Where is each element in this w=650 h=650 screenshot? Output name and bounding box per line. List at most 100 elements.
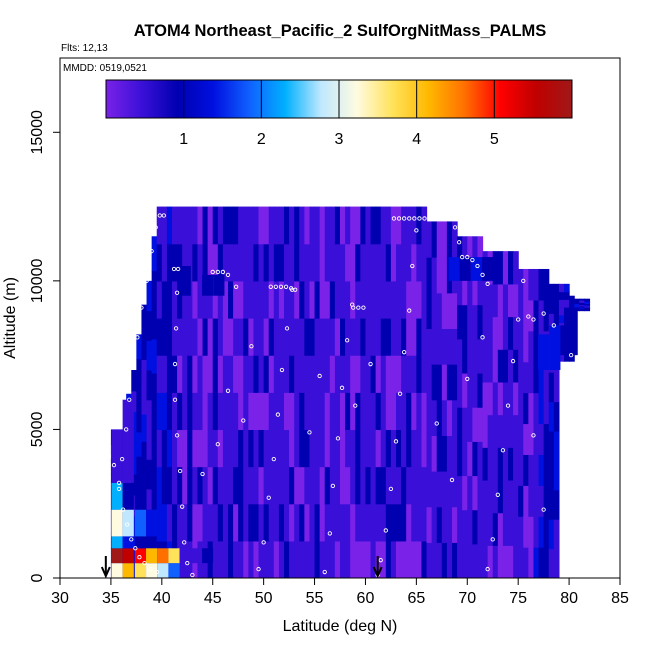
heatmap-cell — [396, 206, 402, 245]
heatmap-cell — [197, 392, 204, 431]
heatmap-cell — [151, 338, 158, 374]
flight-point — [442, 216, 448, 221]
heatmap-cell — [390, 540, 397, 578]
heatmap-cell — [177, 355, 183, 393]
flight-point — [401, 350, 407, 355]
heatmap-cell — [273, 466, 280, 505]
heatmap-cell — [122, 536, 134, 549]
colorbar-tick-label: 3 — [335, 131, 344, 148]
heatmap-cell — [314, 280, 321, 319]
flight-point — [278, 284, 284, 289]
heatmap-cell — [560, 325, 572, 356]
heatmap-cell — [278, 466, 285, 505]
flight-point — [142, 560, 147, 566]
heatmap-cell — [319, 206, 326, 245]
heatmap-cell — [513, 251, 519, 285]
x-tick-label: 65 — [407, 590, 425, 607]
heatmap-cell — [406, 503, 412, 542]
heatmap-cell — [161, 280, 168, 319]
heatmap-cell — [401, 206, 407, 245]
heatmap-cell — [294, 243, 300, 282]
heatmap-cell — [238, 503, 244, 542]
heatmap-cell — [452, 364, 458, 401]
heatmap-cell — [314, 318, 321, 356]
heatmap-cell — [263, 318, 270, 356]
heatmap-cell — [467, 236, 473, 272]
heatmap-cell — [166, 280, 173, 319]
heatmap-cell — [426, 328, 433, 365]
heatmap-cell — [543, 516, 550, 548]
heatmap-cell — [487, 447, 494, 481]
heatmap-cell — [426, 471, 433, 508]
flight-point — [361, 305, 366, 310]
heatmap-cell — [457, 304, 463, 340]
heatmap-cell — [294, 355, 300, 393]
heatmap-cell — [396, 466, 402, 505]
heatmap-cell — [177, 318, 183, 356]
heatmap-cell — [538, 423, 545, 455]
colorbar: 1 2 3 4 5 — [105, 79, 573, 148]
heatmap-cell — [187, 429, 193, 468]
heatmap-cell — [380, 540, 387, 578]
heatmap-cell — [334, 466, 341, 505]
heatmap-cell — [172, 466, 178, 505]
heatmap-cell — [401, 540, 407, 578]
heatmap-cell — [309, 540, 316, 578]
heatmap-cell — [161, 503, 168, 542]
heatmap-cell — [523, 330, 529, 363]
heatmap-cell — [345, 355, 351, 393]
flight-point — [335, 436, 341, 441]
heatmap-cell — [584, 299, 591, 302]
heatmap-cell — [141, 304, 148, 333]
heatmap-cell — [446, 399, 453, 436]
heatmap-cell — [477, 509, 484, 545]
flight-point — [397, 391, 403, 396]
heatmap-cell — [401, 243, 407, 282]
heatmap-cell — [421, 503, 428, 542]
heatmap-cell — [518, 361, 524, 394]
heatmap-cell — [569, 354, 575, 362]
heatmap-cell — [406, 355, 412, 393]
heatmap-cell — [212, 355, 219, 393]
heatmap-cell — [370, 318, 377, 356]
heatmap-cell — [324, 280, 331, 319]
heatmap-cell — [482, 316, 489, 350]
heatmap-cell — [334, 540, 341, 578]
flight-point — [268, 284, 273, 289]
heatmap-cell — [304, 355, 311, 393]
flight-point — [563, 501, 569, 506]
heatmap-cell — [273, 503, 280, 542]
heatmap-cell — [390, 206, 397, 245]
flight-point — [111, 462, 117, 468]
heatmap-cell — [467, 338, 473, 374]
heatmap-cell — [579, 305, 585, 308]
heatmap-cell — [207, 466, 214, 505]
x-axis-label: Latitude (deg N) — [283, 618, 398, 635]
heatmap-cell — [228, 243, 234, 282]
heatmap-cell — [411, 466, 417, 505]
heatmap-cell — [482, 283, 489, 318]
heatmap-cell — [151, 407, 158, 442]
heatmap-cell — [212, 243, 219, 282]
heatmap-cell — [508, 545, 514, 578]
heatmap-cell — [390, 355, 397, 393]
heatmap-cell — [553, 372, 560, 403]
heatmap-cell — [502, 316, 509, 350]
heatmap-cell — [416, 318, 423, 356]
flight-point — [271, 456, 276, 462]
heatmap-cell — [365, 466, 372, 505]
heatmap-cell — [345, 392, 351, 431]
y-tick-label: 5000 — [29, 412, 46, 448]
heatmap-cell — [182, 503, 188, 542]
flight-point — [322, 569, 327, 575]
colorbar-tick-label: 1 — [179, 131, 188, 148]
heatmap-cell — [329, 503, 336, 542]
heatmap-cell — [131, 494, 137, 517]
heatmap-cell — [258, 540, 265, 578]
flight-point — [233, 284, 239, 289]
heatmap-cell — [543, 299, 550, 332]
heatmap-cell — [268, 540, 275, 578]
heatmap-cell — [278, 540, 285, 578]
heatmap-cell — [492, 512, 499, 546]
heatmap-cell — [202, 274, 214, 296]
